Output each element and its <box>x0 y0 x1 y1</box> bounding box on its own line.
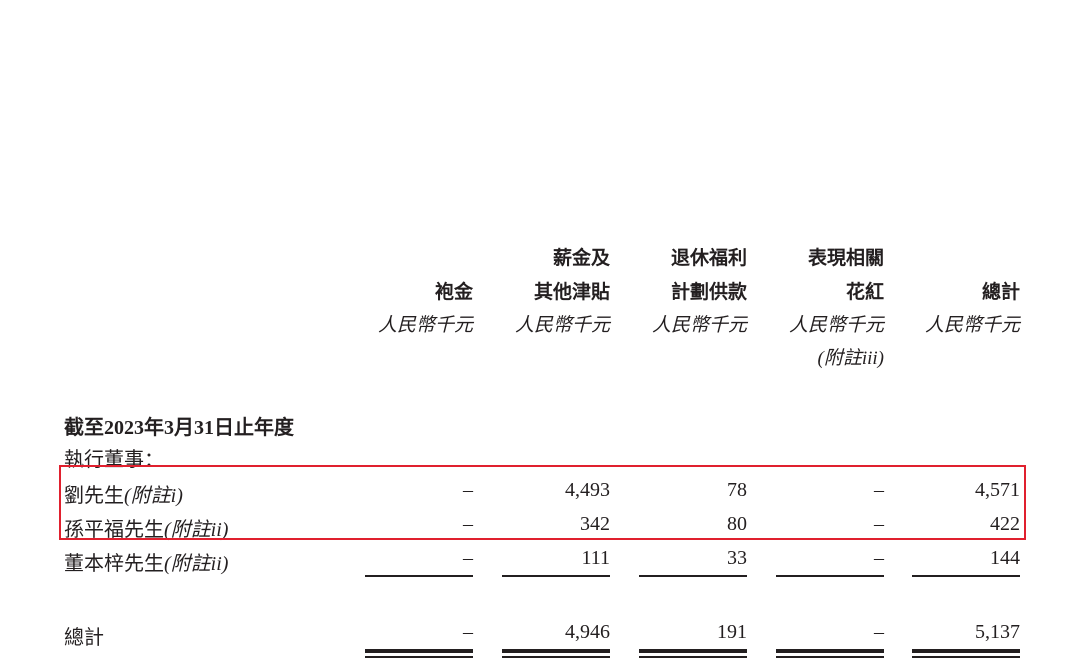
column-header-line2: 計劃供款 <box>670 282 747 303</box>
table-cell: – <box>463 513 473 535</box>
table-cell: 144 <box>990 547 1020 569</box>
total-double-underline <box>502 649 610 653</box>
table-cell: 111 <box>581 547 610 569</box>
table-cell: 4,571 <box>975 479 1020 501</box>
column-unit: 人民幣千元 <box>651 315 747 336</box>
total-cell: – <box>463 621 473 643</box>
total-double-underline <box>365 656 473 658</box>
table-cell: – <box>874 513 884 535</box>
column-header-line1: 薪金及 <box>552 248 610 269</box>
highlight-box <box>59 465 1026 540</box>
total-double-underline <box>912 649 1020 653</box>
total-double-underline <box>502 656 610 658</box>
table-cell: 78 <box>727 479 747 501</box>
total-cell: 4,946 <box>565 621 610 643</box>
subtotal-underline <box>776 575 884 577</box>
table-cell: 422 <box>990 513 1020 535</box>
total-cell: 5,137 <box>975 621 1020 643</box>
column-unit: 人民幣千元 <box>924 315 1020 336</box>
column-header-line2: 花紅 <box>845 282 884 303</box>
director-name: 劉先生(附註i) <box>64 485 183 507</box>
column-unit: 人民幣千元 <box>514 315 610 336</box>
total-cell: – <box>874 621 884 643</box>
column-header-line1: 退休福利 <box>670 248 747 269</box>
column-header-line2: 袍金 <box>434 282 473 303</box>
table-cell: – <box>463 547 473 569</box>
director-note: (附註ii) <box>164 519 229 541</box>
total-double-underline <box>639 656 747 658</box>
total-label: 總計 <box>64 627 104 649</box>
subtotal-underline <box>912 575 1020 577</box>
total-cell: 191 <box>717 621 747 643</box>
table-cell: 342 <box>580 513 610 535</box>
column-unit: 人民幣千元 <box>377 315 473 336</box>
table-cell: – <box>463 479 473 501</box>
director-name: 董本梓先生(附註ii) <box>64 553 229 575</box>
total-double-underline <box>912 656 1020 658</box>
section-title: 截至2023年3月31日止年度 <box>64 417 294 439</box>
subtotal-underline <box>365 575 473 577</box>
director-note: (附註i) <box>124 485 183 507</box>
table-cell: – <box>874 547 884 569</box>
director-note: (附註ii) <box>164 553 229 575</box>
table-cell: – <box>874 479 884 501</box>
total-double-underline <box>776 656 884 658</box>
column-unit: 人民幣千元 <box>788 315 884 336</box>
total-double-underline <box>365 649 473 653</box>
subtotal-underline <box>639 575 747 577</box>
total-double-underline <box>639 649 747 653</box>
table-cell: 4,493 <box>565 479 610 501</box>
subtotal-underline <box>502 575 610 577</box>
table-cell: 33 <box>727 547 747 569</box>
total-double-underline <box>776 649 884 653</box>
column-note: (附註iii) <box>817 348 885 369</box>
table-cell: 80 <box>727 513 747 535</box>
column-header-line1: 表現相關 <box>807 248 884 269</box>
column-header-line2: 其他津貼 <box>533 282 610 303</box>
director-name: 孫平福先生(附註ii) <box>64 519 229 541</box>
column-header-line2: 總計 <box>981 282 1020 303</box>
